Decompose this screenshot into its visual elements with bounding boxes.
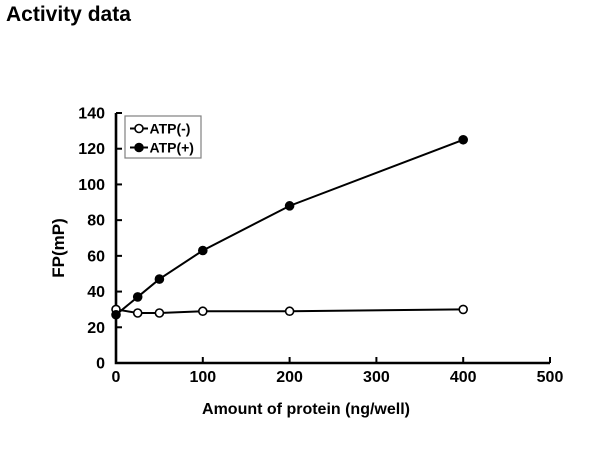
y-axis-label: FP(mP)	[49, 218, 68, 278]
y-tick-label: 60	[87, 248, 105, 265]
page-title: Activity data	[6, 3, 131, 26]
x-tick-label: 200	[276, 369, 303, 386]
y-tick-label: 100	[78, 177, 105, 194]
x-tick-label: 100	[189, 369, 216, 386]
x-tick-label: 500	[537, 369, 564, 386]
y-tick-label: 120	[78, 141, 105, 158]
series-line-atp-plus	[115, 138, 464, 316]
open-circle-icon	[198, 306, 208, 317]
x-axis-label: Amount of protein (ng/well)	[202, 401, 410, 418]
y-tick-label: 40	[87, 284, 105, 301]
open-circle-icon	[132, 308, 143, 318]
filled-circle-icon	[284, 201, 295, 211]
y-tick-label: 0	[96, 356, 105, 373]
y-tick-label: 140	[78, 106, 105, 123]
y-tick-label: 20	[87, 320, 105, 337]
legend-label: ATP(-)	[150, 121, 191, 137]
open-circle-icon	[284, 306, 295, 317]
filled-circle-icon	[154, 274, 165, 284]
filled-circle-icon	[111, 309, 121, 320]
legend-label: ATP(+)	[150, 140, 194, 156]
x-tick-label: 300	[363, 369, 390, 386]
filled-circle-icon	[458, 134, 469, 145]
filled-circle-icon	[132, 292, 143, 302]
open-circle-icon	[458, 304, 469, 315]
filled-circle-icon	[134, 142, 144, 153]
x-tick-label: 0	[112, 369, 121, 386]
y-tick-label: 80	[87, 213, 105, 230]
filled-circle-icon	[198, 245, 208, 256]
open-circle-icon	[154, 308, 165, 318]
x-tick-label: 400	[450, 369, 477, 386]
open-circle-icon	[134, 123, 144, 134]
